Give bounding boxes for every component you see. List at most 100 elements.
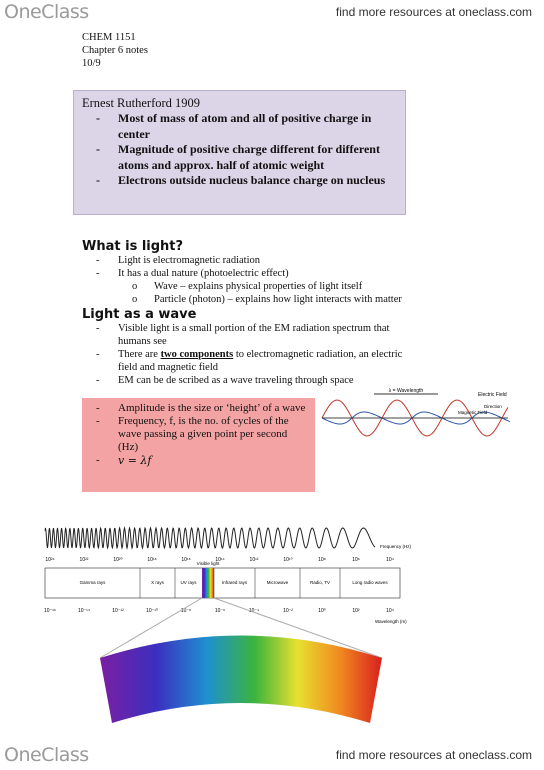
label: Magnetic Field <box>458 410 488 415</box>
bullet: - Most of mass of atom and all of positiv… <box>96 111 396 142</box>
tick-label: 10⁻² <box>283 608 293 614</box>
tick-label: 10⁻¹² <box>112 608 124 614</box>
marker: o <box>132 281 138 292</box>
logo: OneClass <box>4 1 89 23</box>
tick-label: 10¹⁶ <box>181 557 190 563</box>
marker: - <box>96 349 100 360</box>
bullet: - v = λf <box>96 454 307 467</box>
label: λ = Wavelength <box>389 388 424 394</box>
bullet-text: Most of mass of atom and all of positive… <box>118 111 372 141</box>
footer-link[interactable]: find more resources at oneclass.com <box>335 748 532 762</box>
bullet-text: EM can be de scribed as a wave traveling… <box>118 375 354 386</box>
bullet-text: Amplitude is the size or ‘height’ of a w… <box>118 402 306 414</box>
definitions-box: - Amplitude is the size or ‘height’ of a … <box>82 398 315 492</box>
band-label: Microwave <box>267 580 289 585</box>
tick-label: 10⁰ <box>318 608 326 614</box>
fan-line <box>213 597 383 659</box>
bullet: - It has a dual nature (photoelectric eff… <box>96 267 522 280</box>
band-label: UV rays <box>180 580 197 585</box>
rutherford-content: Ernest Rutherford 1909 - Most of mass of … <box>74 91 405 193</box>
tick-label: 10⁻¹⁰ <box>146 608 158 614</box>
text: to electromagnetic radiation, an electri… <box>118 349 403 373</box>
date: 10/9 <box>82 58 101 69</box>
bullet-text: Light is electromagnetic radiation <box>118 255 260 266</box>
spectrum-diagram: 10²⁴ 10²² 10²⁰ 10¹⁸ 10¹⁶ 10¹⁴ 10¹² 10¹⁰ 10⁸ 10⁶ 10… <box>44 526 412 723</box>
wave-bullets: - Visible light is a small portion of the… <box>82 322 406 387</box>
bullet-text: There are two components to electromagne… <box>118 348 406 374</box>
band-box <box>44 567 401 599</box>
tick-label: 10¹⁰ <box>283 557 292 563</box>
marker: - <box>96 173 100 187</box>
tick-label: 10²⁴ <box>45 557 54 563</box>
band-label: X rays <box>151 580 165 585</box>
bullet-text: It has a dual nature (photoelectric effe… <box>118 268 289 279</box>
marker: - <box>96 268 100 279</box>
marker: - <box>96 375 100 386</box>
heading: Light as a wave <box>82 307 197 322</box>
heading: What is light? <box>82 239 184 254</box>
tick-label: 10⁶ <box>352 557 360 563</box>
bullet: - Amplitude is the size or ‘height’ of a … <box>96 402 307 415</box>
tick-label: 10⁻¹⁶ <box>44 608 56 614</box>
text: There are <box>118 349 161 360</box>
band-label: Gamma rays <box>80 580 107 585</box>
bullet: - There are two components to electromagn… <box>96 348 406 374</box>
tick-label: 10⁻⁶ <box>215 608 225 614</box>
visible-spectrum <box>100 635 382 723</box>
emphasis: two components <box>160 349 234 360</box>
logo: OneClass <box>4 744 89 766</box>
chapter: Chapter 6 notes <box>82 45 148 56</box>
bullet-text: Electrons outside nucleus balance charge… <box>118 173 386 187</box>
marker: - <box>96 415 100 427</box>
marker: - <box>96 323 100 334</box>
bullet-text: v = λf <box>118 454 152 467</box>
label: Electric Field <box>478 392 507 398</box>
header-link[interactable]: find more resources at oneclass.com <box>335 5 532 19</box>
tick-label: 10⁸ <box>318 557 326 563</box>
bullet-text: Frequency, f, is the no. of cycles of th… <box>118 415 289 453</box>
tick-label: 10⁻¹⁴ <box>78 608 90 614</box>
label: Direction <box>484 404 502 409</box>
tick-label: 10²⁰ <box>113 557 122 563</box>
marker: - <box>96 402 100 414</box>
band-label: Radio, TV <box>310 580 330 585</box>
marker: - <box>96 111 100 125</box>
tick-label: 10⁻⁸ <box>181 608 191 614</box>
marker: - <box>96 142 100 156</box>
course: CHEM 1151 <box>82 32 136 43</box>
light-section: What is light? - Light is electromagnetic… <box>82 239 522 387</box>
bullet: o Particle (photon) – explains how light … <box>132 293 522 306</box>
tick-label: 10²² <box>80 557 89 563</box>
axis-label: Frequency (Hz) <box>380 544 412 549</box>
bullet: o Wave – explains physical properties of … <box>132 280 522 293</box>
bullet-text: Particle (photon) – explains how light i… <box>154 294 402 305</box>
bullet: - Magnitude of positive charge different … <box>96 142 396 173</box>
tick-label: 10⁻⁴ <box>249 608 259 614</box>
axis-label: Wavelength (m) <box>375 619 407 624</box>
bullet: - Light is electromagnetic radiation <box>96 254 522 267</box>
rutherford-box: Ernest Rutherford 1909 - Most of mass of … <box>73 90 406 215</box>
tick-label: 10¹⁴ <box>215 557 224 563</box>
wave-diagram: λ = Wavelength Electric Field Magnetic F… <box>321 388 510 437</box>
bullet: - Visible light is a small portion of the… <box>96 322 406 348</box>
tick-label: 10² <box>352 608 360 614</box>
bullet: - Frequency, f, is the no. of cycles of t… <box>96 415 307 454</box>
tick-label: 10¹² <box>250 557 259 563</box>
tick-label: 10⁴ <box>386 557 394 563</box>
bullet: - EM can be de scribed as a wave travelin… <box>96 374 406 387</box>
marker: o <box>132 294 138 305</box>
fan-line <box>99 597 203 659</box>
bullet-text: Magnitude of positive charge different f… <box>118 142 380 172</box>
course-info: CHEM 1151 Chapter 6 notes 10/9 <box>82 31 148 70</box>
band-label: Long radio waves <box>352 580 388 585</box>
tick-label: 10⁴ <box>386 608 394 614</box>
band-label: Infrared rays <box>222 580 248 585</box>
visible-band <box>202 568 214 598</box>
label: Visible light <box>197 561 220 566</box>
bullet-text: Wave – explains physical properties of l… <box>154 281 363 292</box>
bullet-text: Visible light is a small portion of the … <box>118 323 390 347</box>
marker: - <box>96 454 100 466</box>
tick-label: 10¹⁸ <box>147 557 156 563</box>
rutherford-title: Ernest Rutherford 1909 <box>82 96 201 110</box>
